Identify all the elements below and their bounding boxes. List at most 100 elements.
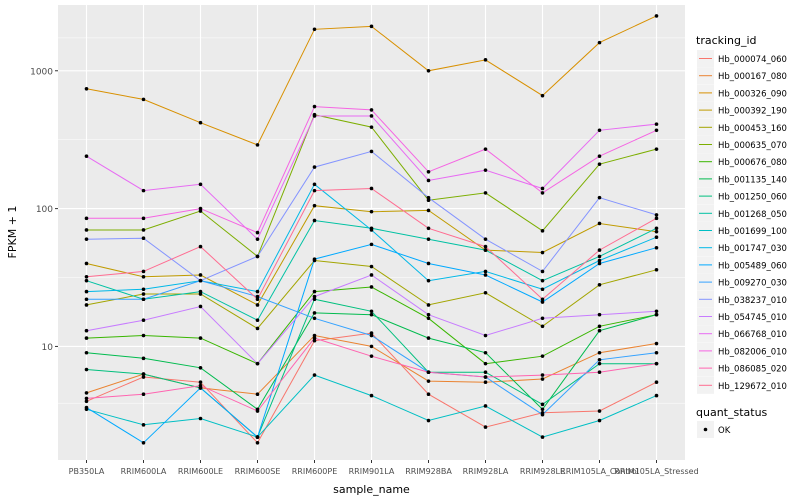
y-axis: 10 100 1000 <box>30 67 58 353</box>
data-point <box>369 228 374 232</box>
legend-label: Hb_001250_060 <box>718 193 787 203</box>
legend-label: Hb_082006_010 <box>718 347 787 357</box>
data-point <box>426 237 431 241</box>
y-tick-label: 10 <box>42 343 54 353</box>
data-point <box>369 242 374 247</box>
data-point <box>312 333 317 338</box>
data-point <box>312 104 317 109</box>
x-axis: PB350LA RRIM600LA RRIM600LE RRIM600SE RRIM60… <box>69 460 699 476</box>
data-point <box>141 216 146 221</box>
data-point <box>369 344 374 349</box>
data-point <box>483 425 488 429</box>
data-point <box>540 300 545 304</box>
data-point <box>255 318 260 323</box>
legend-label: Hb_001135_140 <box>718 175 787 185</box>
data-point <box>141 97 146 102</box>
data-point <box>654 393 659 398</box>
data-point <box>198 273 203 277</box>
data-point <box>426 370 431 375</box>
data-point <box>483 269 488 274</box>
legend-label: Hb_000167_080 <box>718 72 787 82</box>
data-point <box>597 357 602 362</box>
data-point <box>426 392 431 397</box>
legend-label: Hb_066768_010 <box>718 330 787 340</box>
data-point <box>141 440 146 445</box>
y-tick-label: 1000 <box>30 67 53 77</box>
data-point <box>540 316 545 321</box>
data-point <box>369 309 374 314</box>
data-point <box>255 237 260 241</box>
data-point <box>255 409 260 413</box>
x-axis-title: sample_name <box>333 483 410 496</box>
data-point <box>312 114 317 118</box>
data-point <box>198 336 203 340</box>
data-point <box>312 297 317 302</box>
data-point <box>312 188 317 193</box>
data-point <box>654 235 659 240</box>
data-point <box>369 393 374 398</box>
data-point <box>369 186 374 191</box>
data-point <box>84 396 89 401</box>
data-point <box>84 328 89 333</box>
data-point <box>426 316 431 321</box>
x-tick-label: RRIM928BA <box>405 467 452 476</box>
data-point <box>597 361 602 366</box>
data-point <box>84 216 89 221</box>
data-point <box>369 333 374 338</box>
data-point <box>198 289 203 294</box>
y-tick-label: 100 <box>36 205 53 215</box>
data-point <box>312 373 317 377</box>
legend-items: Hb_000074_060 Hb_000167_080 Hb_000326_090 H… <box>697 50 787 394</box>
data-point <box>84 237 89 241</box>
data-point <box>198 383 203 388</box>
data-point <box>312 165 317 169</box>
data-point <box>654 14 659 18</box>
data-point <box>597 154 602 158</box>
legend-label: Hb_000453_160 <box>718 124 787 134</box>
data-point <box>255 392 260 397</box>
data-point <box>84 86 89 91</box>
data-point <box>312 338 317 343</box>
data-point <box>141 269 146 274</box>
data-point <box>483 361 488 366</box>
legend-label: Hb_000635_070 <box>718 141 787 151</box>
data-point <box>597 409 602 413</box>
data-point <box>141 236 146 240</box>
data-point <box>483 168 488 172</box>
data-point <box>426 312 431 317</box>
x-tick-label: RRIM105LA_Stressed <box>614 467 698 476</box>
data-point <box>369 264 374 269</box>
data-point <box>654 226 659 231</box>
data-point <box>483 244 488 249</box>
data-point <box>540 297 545 302</box>
data-point <box>312 182 317 187</box>
data-point <box>483 58 488 62</box>
data-point <box>597 324 602 329</box>
data-point <box>483 370 488 375</box>
x-tick-label: RRIM600LE <box>178 467 223 476</box>
legend: tracking_id Hb_000074_060Hb_000167_080Hb… <box>696 34 787 438</box>
data-point <box>426 198 431 203</box>
data-point <box>84 350 89 355</box>
legend-label: Hb_129672_010 <box>718 382 787 392</box>
data-point <box>141 188 146 193</box>
data-point <box>483 147 488 151</box>
data-point <box>426 261 431 266</box>
data-point <box>255 303 260 307</box>
data-point <box>255 143 260 147</box>
data-point <box>597 418 602 423</box>
data-point <box>597 370 602 375</box>
data-point <box>312 218 317 223</box>
data-point <box>198 304 203 309</box>
data-point <box>255 435 260 439</box>
data-point <box>198 182 203 187</box>
data-point <box>597 328 602 333</box>
data-point <box>141 356 146 361</box>
data-point <box>540 191 545 195</box>
x-tick-label: RRIM600PE <box>292 467 338 476</box>
x-tick-label: RRIM928LA <box>463 467 509 476</box>
data-point <box>597 312 602 317</box>
data-point <box>84 405 89 410</box>
data-point <box>654 267 659 272</box>
